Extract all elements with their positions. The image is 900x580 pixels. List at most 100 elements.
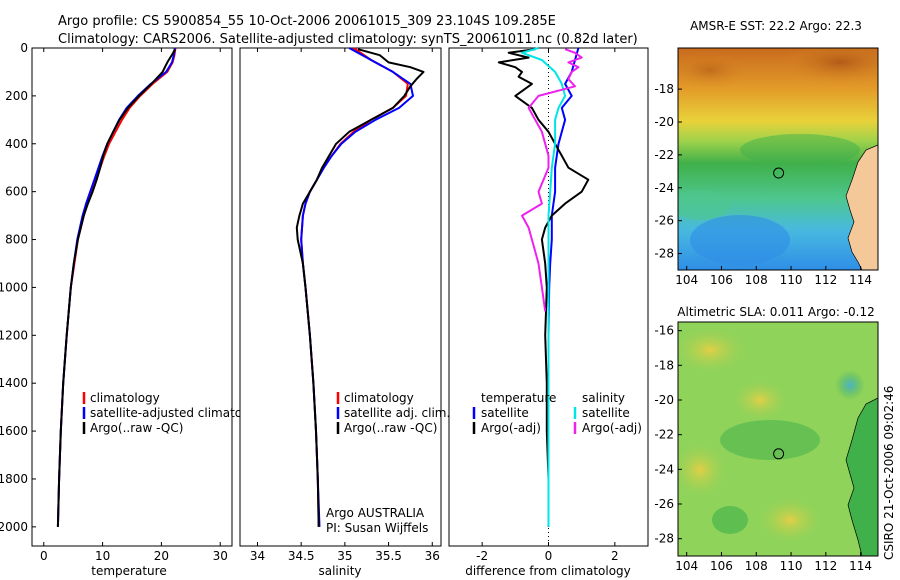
x-tick-label: 10 (95, 549, 110, 563)
credit-timestamp: CSIRO 21-Oct-2006 09:02:46 (882, 386, 896, 560)
salinity-axes-frame (239, 47, 442, 547)
depth-tick-label: 1000 (0, 280, 28, 294)
series-line-salinity-satellite (521, 47, 567, 527)
lon-tick-label: 108 (745, 273, 768, 287)
temperature-xlabel: temperature (91, 564, 166, 578)
sst-map-title: AMSR-E SST: 22.2 Argo: 22.3 (690, 19, 862, 33)
x-tick-label: -2 (476, 549, 488, 563)
series-line-temperature-argo-adj- (497, 48, 590, 527)
depth-tick-label: 600 (5, 185, 28, 199)
argo-float-marker (773, 448, 785, 460)
salinity-xlabel: salinity (318, 564, 361, 578)
lat-tick-label: -26 (654, 497, 674, 511)
legend-label-climatology: climatology (344, 391, 414, 405)
legend-heading-salinity: salinity (582, 391, 625, 405)
depth-tick-label: 1200 (0, 328, 28, 342)
lat-tick-label: -24 (654, 181, 674, 195)
legend-heading-temperature: temperature (481, 391, 556, 405)
x-tick-label: 20 (154, 549, 169, 563)
series-line-argo-raw-qc- (56, 48, 176, 527)
salinity-series (295, 47, 425, 527)
series-line-argo-raw-qc- (295, 48, 425, 527)
x-tick-label: 34.5 (288, 549, 315, 563)
sst-map-panel: AMSR-E SST: 22.2 Argo: 22.3 104 106 108 110… (654, 19, 879, 287)
depth-tick-label: 0 (20, 41, 28, 55)
argo-pi-label: PI: Susan Wijffels (326, 521, 428, 535)
salinity-legend: climatology satellite adj. clim. Argo(..… (336, 391, 450, 435)
lon-tick-label: 114 (849, 559, 872, 573)
depth-tick-label: 200 (5, 89, 28, 103)
temperature-axes-frame (31, 47, 233, 547)
lon-tick-label: 110 (780, 559, 803, 573)
lon-tick-label: 108 (745, 559, 768, 573)
lon-tick-label: 112 (814, 273, 837, 287)
legend-label-argo: Argo(..raw -QC) (90, 421, 183, 435)
x-tick-label: 0 (545, 549, 553, 563)
x-tick-label: 0 (40, 549, 48, 563)
temperature-series (56, 47, 177, 527)
figure-title-line2: Climatology: CARS2006. Satellite-adjuste… (58, 32, 638, 47)
sla-map-image (678, 322, 878, 556)
sst-latitude-axis: -18 -20 -22 -24 -26 -28 (654, 82, 682, 261)
difference-series (497, 47, 590, 527)
lat-tick-label: -28 (654, 532, 674, 546)
argo-program-label: Argo AUSTRALIA (326, 506, 425, 520)
x-tick-label: 30 (213, 549, 228, 563)
figure-title-line1: Argo profile: CS 5900854_55 10-Oct-2006 … (58, 14, 556, 29)
x-tick-label: 34 (250, 549, 265, 563)
sla-map-panel: Altimetric SLA: 0.011 Argo: -0.12 104 106… (654, 305, 879, 573)
difference-x-axis: -2 0 2 (476, 48, 619, 563)
lat-tick-label: -16 (654, 324, 674, 338)
sla-latitude-axis: -16 -18 -20 -22 -24 -26 -28 (654, 324, 682, 546)
lat-tick-label: -18 (654, 358, 674, 372)
legend-label-temp-argo: Argo(-adj) (481, 421, 541, 435)
x-tick-label: 36 (425, 549, 440, 563)
lon-tick-label: 110 (780, 273, 803, 287)
lon-tick-label: 104 (675, 273, 698, 287)
salinity-x-axis: 34 34.5 35 35.5 36 (250, 48, 440, 563)
lat-tick-label: -28 (654, 247, 674, 261)
argo-float-marker (773, 167, 785, 179)
temperature-panel: 0 200 400 600 800 1000 1200 1400 1600 1800 2000 0 1… (0, 41, 260, 578)
difference-legend: temperature satellite Argo(-adj) salinit… (472, 391, 642, 435)
salinity-panel: 34 34.5 35 35.5 36 salinity climatology sate… (239, 47, 450, 578)
lat-tick-label: -18 (654, 82, 674, 96)
sla-map-title: Altimetric SLA: 0.011 Argo: -0.12 (677, 305, 874, 319)
lon-tick-label: 106 (710, 559, 733, 573)
depth-tick-label: 2000 (0, 520, 28, 534)
sla-longitude-axis: 104 106 108 110 112 114 (675, 552, 872, 573)
lat-tick-label: -22 (654, 428, 674, 442)
difference-panel: -2 0 2 difference from climatology tempera… (448, 47, 649, 578)
legend-label-satellite: satellite-adjusted climatolog (90, 406, 260, 420)
sla-map-frame (677, 321, 879, 557)
lon-tick-label: 106 (710, 273, 733, 287)
sst-map-image (678, 48, 878, 270)
x-tick-label: 35.5 (375, 549, 402, 563)
depth-tick-label: 400 (5, 137, 28, 151)
sst-map-frame (677, 47, 879, 271)
sst-longitude-axis: 104 106 108 110 112 114 (675, 266, 872, 287)
legend-label-satellite: satellite adj. clim. (344, 406, 450, 420)
lon-tick-label: 104 (675, 559, 698, 573)
legend-label-sal-argo: Argo(-adj) (582, 421, 642, 435)
legend-label-climatology: climatology (90, 391, 160, 405)
series-line-salinity-argo-adj- (521, 48, 583, 312)
legend-label-temp-satellite: satellite (481, 406, 529, 420)
temperature-x-axis: 0 10 20 30 (40, 48, 228, 563)
lon-tick-label: 114 (849, 273, 872, 287)
x-tick-label: 2 (611, 549, 619, 563)
temperature-legend: climatology satellite-adjusted climatolo… (82, 391, 260, 435)
x-tick-label: 35 (337, 549, 352, 563)
lat-tick-label: -20 (654, 393, 674, 407)
lon-tick-label: 112 (814, 559, 837, 573)
depth-axis: 0 200 400 600 800 1000 1200 1400 1600 1800 2000 (0, 41, 36, 534)
legend-label-argo: Argo(..raw -QC) (344, 421, 437, 435)
lat-tick-label: -26 (654, 214, 674, 228)
depth-tick-label: 800 (5, 233, 28, 247)
difference-xlabel: difference from climatology (465, 564, 631, 578)
lat-tick-label: -24 (654, 462, 674, 476)
depth-tick-label: 1800 (0, 472, 28, 486)
legend-label-sal-satellite: satellite (582, 406, 630, 420)
lat-tick-label: -22 (654, 148, 674, 162)
